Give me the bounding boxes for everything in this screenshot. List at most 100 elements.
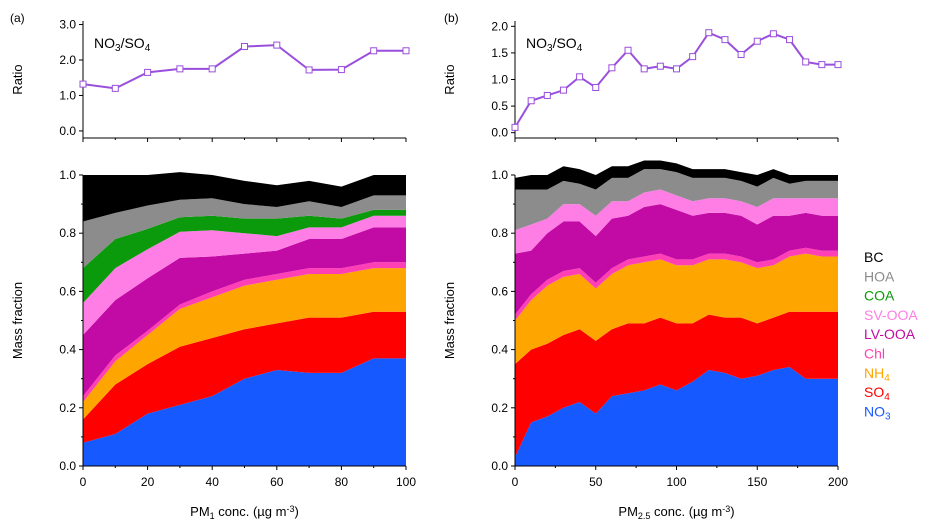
a-fraction-areas [83, 172, 406, 466]
a-ratio-point [208, 65, 216, 73]
b-fraction-area-no3 [515, 367, 838, 466]
b-fraction-xtick-label: 0 [512, 475, 519, 489]
b-ratio-point [786, 36, 794, 44]
b-ratio-point [769, 30, 777, 38]
a-fraction-xlabel-pre: PM [190, 504, 210, 519]
a-ratio-point [241, 43, 248, 51]
a-fraction-area-sv-ooa [83, 215, 406, 336]
b-ratio-ytick-label: 1.5 [491, 46, 508, 60]
legend-label: BC [864, 249, 883, 265]
b-fraction-xlabel-sub: 2.5 [638, 511, 651, 521]
b-fraction-area-hoa [515, 169, 838, 231]
legend-label-sub: 4 [884, 392, 890, 403]
b-ratio-panel-label: (b) [444, 11, 459, 25]
legend-item-bc: BC [864, 249, 883, 265]
a-fraction-xtick-label: 20 [141, 475, 155, 489]
b-fraction-ytick-label: 0.8 [491, 226, 508, 240]
a-fraction-area-lv-ooa [83, 227, 406, 397]
a-fraction-xtick-label: 60 [270, 475, 284, 489]
a-ratio-point [370, 47, 378, 55]
b-ratio-point [656, 62, 664, 70]
b-fraction-xtick-label: 150 [747, 475, 767, 489]
legend-label-sub: 4 [884, 373, 890, 384]
b-ratio-point [559, 86, 567, 94]
b-fraction-ytick-label: 0.0 [491, 459, 508, 473]
a-ratio-point [305, 66, 313, 74]
a-ratio-chart: 0.0 1.0 2.0 3.0 Ratio (a) NO3/SO4 [10, 11, 410, 142]
legend-label: SO [864, 384, 884, 400]
a-fraction-area-nh4 [83, 268, 406, 420]
a-fraction-area-no3 [83, 358, 406, 466]
b-ratio-point [527, 97, 535, 105]
b-ratio-point [608, 64, 616, 72]
b-ratio-point [818, 61, 826, 69]
b-fraction-xlabel: PM2.5 conc. (µg m-3) [618, 504, 734, 521]
b-fraction-chart: 0.0 0.2 0.4 0.6 0.8 1.0 0 50 100 150 200 Mass fract… [442, 160, 848, 521]
b-fraction-area-bc [515, 160, 838, 190]
legend-label: COA [864, 288, 895, 304]
legend-item-coa: COA [864, 288, 895, 304]
a-fraction-ytick-label: 0.6 [59, 284, 76, 298]
a-fraction-chart: 0.0 0.2 0.4 0.6 0.8 1.0 0 20 40 60 80 100 Mass fract… [10, 168, 416, 521]
a-fraction-xtick-label: 40 [206, 475, 220, 489]
a-fraction-area-hoa [83, 195, 406, 269]
b-ratio-point [543, 91, 551, 99]
a-fraction-area-so4 [83, 311, 406, 443]
a-fraction-xlabel-end: ) [294, 504, 298, 519]
b-fraction-areas [515, 160, 838, 466]
b-ratio-ytick-label: 2.0 [491, 19, 508, 33]
b-ratio-point [737, 51, 745, 59]
b-ratio-title-a: NO [526, 35, 547, 51]
b-ratio-axes: 0.0 0.5 1.0 1.5 2.0 [491, 19, 839, 142]
b-fraction-xlabel-post: conc. (µg m [650, 504, 722, 519]
b-ratio-ylabel: Ratio [442, 64, 457, 94]
a-ratio-title-sub2: 4 [145, 43, 151, 54]
a-fraction-xlabel-post: conc. (µg m [215, 504, 287, 519]
a-ratio-title-a: NO [94, 35, 115, 51]
b-fraction-area-sv-ooa [515, 189, 838, 254]
a-ratio-point [111, 84, 119, 92]
a-fraction-xlabel-sub: 1 [210, 511, 215, 521]
b-ratio-title-slash: /SO [553, 35, 577, 51]
legend-item-hoa: HOA [864, 268, 895, 284]
a-ratio-title-slash: /SO [121, 35, 145, 51]
a-ratio-ytick-label: 2.0 [59, 53, 76, 67]
b-ratio-point [834, 61, 842, 69]
b-ratio-chart: 0.0 0.5 1.0 1.5 2.0 Ratio (b) NO3/SO4 [442, 11, 842, 142]
b-ratio-point [689, 53, 697, 61]
b-fraction-axes: 0.0 0.2 0.4 0.6 0.8 1.0 0 50 100 150 200 [491, 168, 848, 489]
b-fraction-xtick-label: 100 [666, 475, 686, 489]
a-ratio-ytick-label: 1.0 [59, 88, 76, 102]
b-ratio-title: NO3/SO4 [526, 35, 583, 54]
legend-label: SV-OOA [864, 307, 918, 323]
a-ratio-point [337, 66, 345, 74]
b-ratio-title-sub2: 4 [577, 43, 583, 54]
a-ratio-panel-label: (a) [10, 11, 25, 25]
b-fraction-xlabel-sup: -3 [722, 504, 730, 514]
a-ratio-point [402, 47, 410, 55]
legend-label: Chl [864, 346, 885, 362]
legend-item-chl: Chl [864, 346, 885, 362]
b-fraction-ytick-label: 0.2 [491, 401, 508, 415]
a-fraction-xtick-label: 0 [80, 475, 87, 489]
b-ratio-point [802, 58, 810, 66]
b-fraction-area-nh4 [515, 253, 838, 365]
legend-label: NH [864, 365, 884, 381]
a-fraction-area-chl [83, 262, 406, 402]
a-fraction-area-bc [83, 172, 406, 222]
b-ratio-point [640, 65, 648, 73]
a-fraction-ytick-label: 0.0 [59, 459, 76, 473]
b-fraction-area-lv-ooa [515, 204, 838, 315]
a-ratio-series-line [82, 44, 406, 90]
legend-label: NO [864, 403, 885, 419]
a-ratio-ytick-label: 0.0 [59, 124, 76, 138]
b-fraction-xtick-label: 200 [828, 475, 848, 489]
b-ratio-point [753, 37, 761, 45]
b-fraction-area-chl [515, 247, 838, 321]
a-fraction-xtick-label: 80 [335, 475, 349, 489]
legend-item-lv-ooa: LV-OOA [864, 326, 916, 342]
a-fraction-ytick-label: 0.4 [59, 343, 76, 357]
a-ratio-title: NO3/SO4 [94, 35, 151, 54]
a-ratio-point [273, 41, 281, 49]
